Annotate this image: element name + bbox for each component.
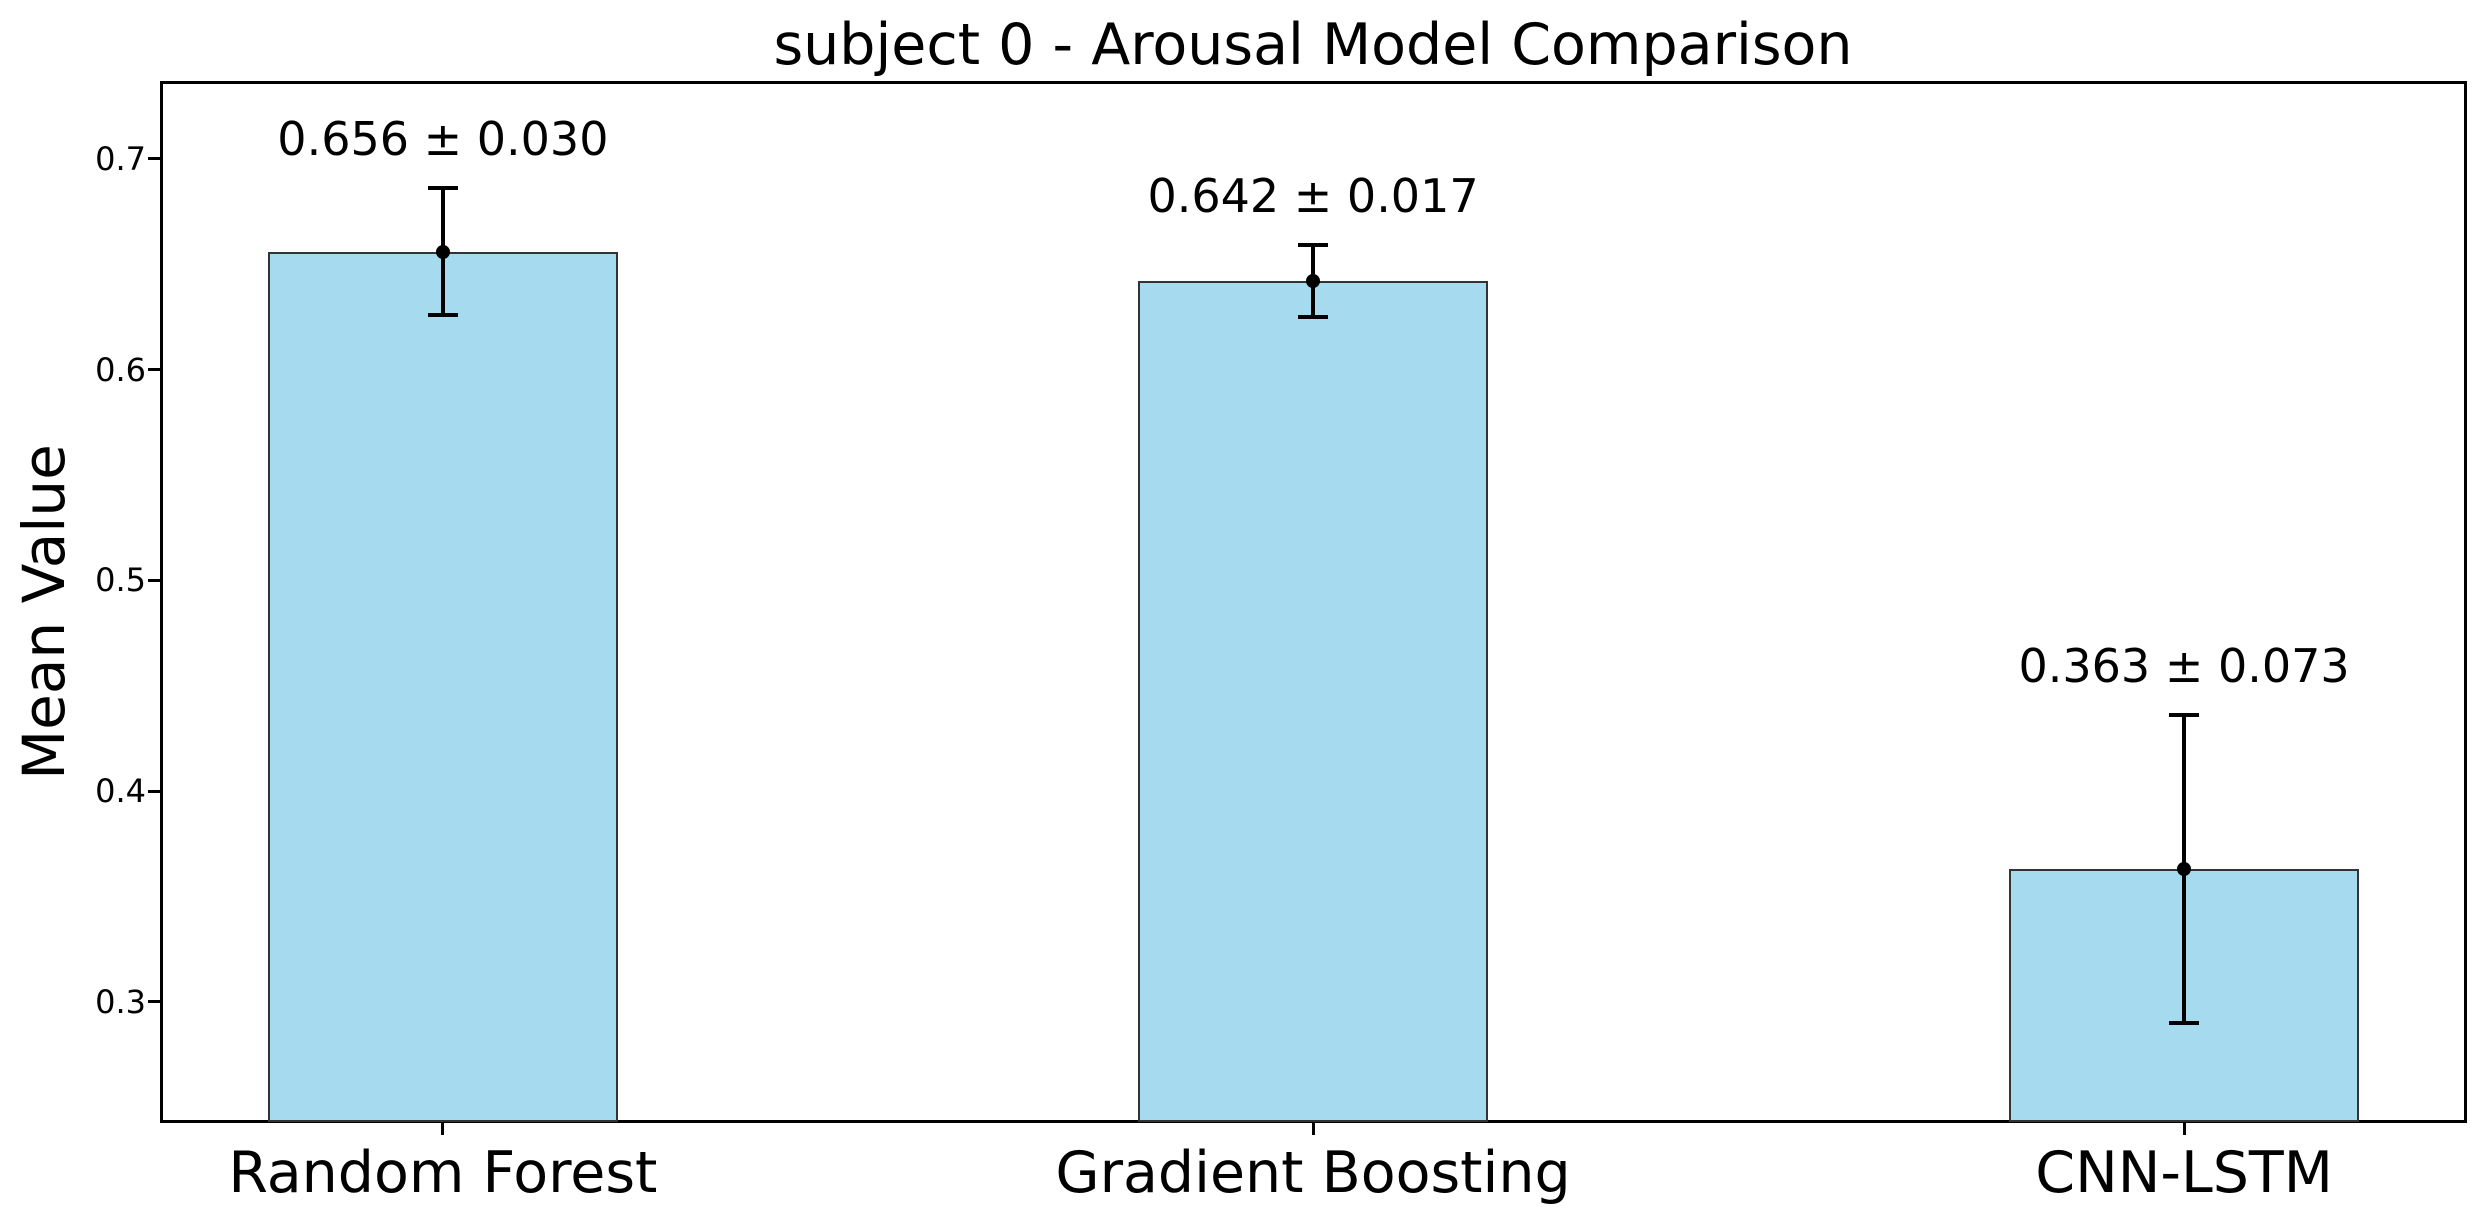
y-tick bbox=[148, 157, 161, 161]
error-bar-cap-bottom bbox=[1298, 314, 1329, 319]
error-bar-cap-top bbox=[1298, 243, 1329, 248]
error-bar-cap-bottom bbox=[427, 312, 458, 317]
error-bar-cap-bottom bbox=[2169, 1020, 2200, 1025]
y-tick-label: 0.5 bbox=[95, 561, 146, 600]
x-tick-label: Gradient Boosting bbox=[1055, 1140, 1571, 1206]
y-tick-label: 0.6 bbox=[95, 350, 146, 389]
error-bar-marker bbox=[435, 244, 450, 259]
y-tick-label: 0.7 bbox=[95, 139, 146, 178]
error-bar-marker bbox=[2177, 862, 2192, 877]
bar-annotation: 0.363 ± 0.073 bbox=[2018, 639, 2350, 694]
y-tick bbox=[148, 578, 161, 582]
error-bar-cap-top bbox=[2169, 713, 2200, 718]
x-tick bbox=[441, 1122, 445, 1135]
bar bbox=[267, 251, 618, 1122]
x-tick bbox=[2182, 1122, 2186, 1135]
y-tick bbox=[148, 1000, 161, 1004]
error-bar-marker bbox=[1306, 274, 1321, 289]
y-tick-label: 0.4 bbox=[95, 772, 146, 811]
bar-annotation: 0.656 ± 0.030 bbox=[277, 112, 609, 167]
bar bbox=[1138, 281, 1489, 1122]
x-tick bbox=[1311, 1122, 1315, 1135]
error-bar-cap-top bbox=[427, 186, 458, 191]
y-axis-label: Mean Value bbox=[10, 444, 78, 780]
y-tick bbox=[148, 368, 161, 372]
x-tick-label: Random Forest bbox=[228, 1140, 658, 1206]
x-tick-label: CNN-LSTM bbox=[2035, 1140, 2333, 1206]
chart-title: subject 0 - Arousal Model Comparison bbox=[773, 12, 1853, 78]
y-tick bbox=[148, 789, 161, 793]
bar-annotation: 0.642 ± 0.017 bbox=[1147, 169, 1479, 224]
y-tick-label: 0.3 bbox=[95, 982, 146, 1021]
